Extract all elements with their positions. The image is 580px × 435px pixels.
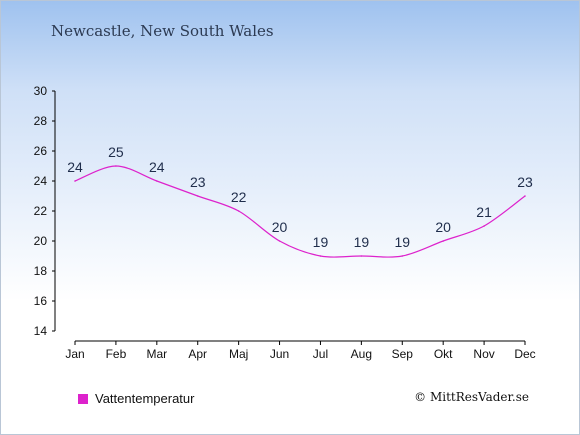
legend: Vattentemperatur xyxy=(78,391,194,406)
x-tick-label: Dec xyxy=(514,347,535,361)
x-tick-label: Jan xyxy=(65,347,84,361)
data-point xyxy=(196,195,199,197)
x-tick-label: Feb xyxy=(106,347,127,361)
x-tick-label: Jul xyxy=(313,347,328,361)
y-tick-label: 14 xyxy=(34,324,48,338)
data-point xyxy=(360,255,363,257)
data-point xyxy=(483,225,485,227)
x-tick-label: Mar xyxy=(146,347,167,361)
y-tick-label: 20 xyxy=(34,234,48,248)
y-tick-label: 16 xyxy=(34,294,48,308)
data-label: 23 xyxy=(517,174,533,190)
data-point xyxy=(442,240,444,242)
x-tick-label: Sep xyxy=(392,347,414,361)
data-label: 20 xyxy=(272,219,288,235)
y-tick-label: 30 xyxy=(34,84,48,98)
x-tick-label: Nov xyxy=(473,347,494,361)
copyright-text: © MittResVader.se xyxy=(414,390,529,404)
data-label: 21 xyxy=(476,204,492,220)
y-tick-label: 26 xyxy=(34,144,48,158)
data-label: 22 xyxy=(231,189,247,205)
data-label: 24 xyxy=(149,159,165,175)
y-tick-label: 24 xyxy=(34,174,48,188)
data-label: 23 xyxy=(190,174,206,190)
data-point xyxy=(115,165,117,167)
data-point xyxy=(319,255,322,257)
y-tick-label: 28 xyxy=(34,114,48,128)
x-tick-label: Maj xyxy=(229,347,248,361)
y-tick-label: 18 xyxy=(34,264,48,278)
x-tick-label: Okt xyxy=(434,347,453,361)
series-line-vattentemperatur xyxy=(74,165,526,258)
chart-title: Newcastle, New South Wales xyxy=(51,22,274,40)
data-label: 24 xyxy=(67,159,83,175)
x-tick-label: Aug xyxy=(351,347,372,361)
data-label: 20 xyxy=(435,219,451,235)
data-label: 19 xyxy=(313,234,329,250)
data-point xyxy=(237,210,240,212)
data-point xyxy=(524,195,526,197)
data-label: 25 xyxy=(108,144,124,160)
y-tick-label: 22 xyxy=(34,204,48,218)
data-label: 19 xyxy=(394,234,410,250)
legend-label: Vattentemperatur xyxy=(95,391,195,406)
data-point xyxy=(278,240,281,242)
data-point xyxy=(74,180,76,182)
x-tick-label: Jun xyxy=(270,347,289,361)
legend-swatch xyxy=(78,393,88,404)
data-point xyxy=(156,180,158,182)
data-label: 19 xyxy=(354,234,370,250)
data-point xyxy=(401,255,404,257)
x-tick-label: Apr xyxy=(188,347,207,361)
